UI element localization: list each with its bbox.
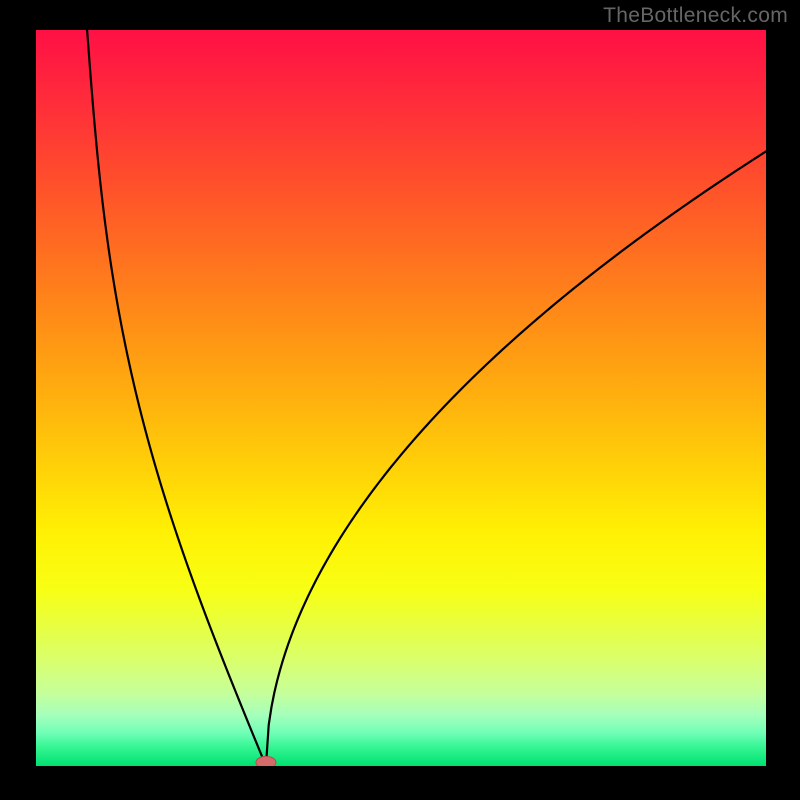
watermark-text: TheBottleneck.com: [603, 4, 788, 28]
chart-container: TheBottleneck.com: [0, 0, 800, 800]
valley-marker: [256, 756, 276, 768]
plot-background: [36, 30, 766, 766]
chart-svg: [0, 0, 800, 800]
